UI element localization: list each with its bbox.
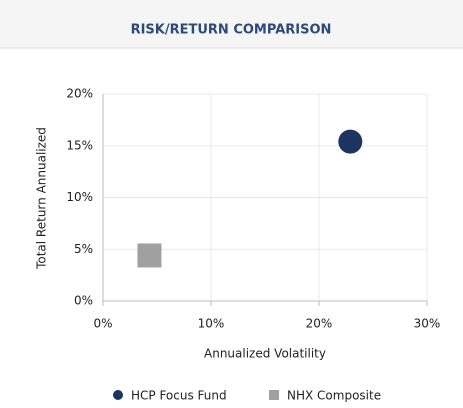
x-tick-label: 0%: [93, 317, 112, 331]
legend-label: NHX Composite: [287, 389, 381, 403]
chart-title: RISK/RETURN COMPARISON: [131, 23, 332, 38]
x-tick-label: 30%: [414, 317, 441, 331]
point: [338, 129, 363, 154]
y-tick-label: 20%: [66, 87, 93, 101]
header-band: [0, 0, 463, 48]
y-tick-label: 5%: [74, 242, 93, 256]
x-axis-label: Annualized Volatility: [204, 347, 326, 361]
legend-marker: [113, 390, 123, 400]
x-tick-label: 20%: [306, 317, 333, 331]
y-axis-label: Total Return Annualized: [35, 127, 49, 270]
y-tick-label: 10%: [66, 190, 93, 204]
x-tick-label: 10%: [198, 317, 225, 331]
legend-label: HCP Focus Fund: [131, 389, 227, 403]
y-tick-label: 0%: [74, 294, 93, 308]
legend-marker: [269, 390, 279, 400]
y-tick-label: 15%: [66, 138, 93, 152]
point: [137, 243, 162, 268]
